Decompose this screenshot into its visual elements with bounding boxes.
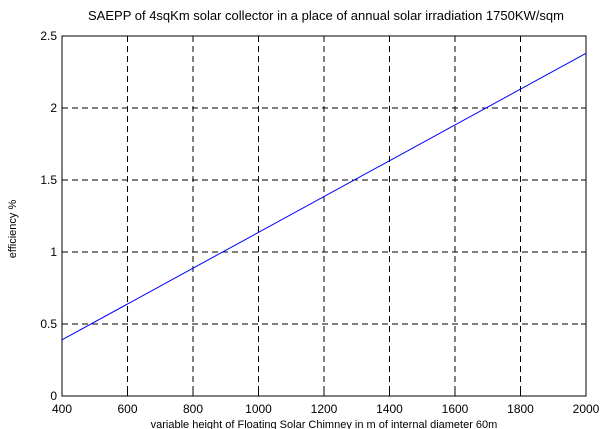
y-tick-label: 1.5 — [40, 173, 57, 187]
x-tick-label: 600 — [117, 402, 137, 416]
y-tick-label: 0.5 — [40, 317, 57, 331]
y-tick-label: 0 — [50, 389, 57, 403]
x-tick-label: 1800 — [507, 402, 534, 416]
x-tick-label: 400 — [52, 402, 72, 416]
series — [61, 52, 587, 341]
grid — [62, 36, 586, 396]
chart-title: SAEPP of 4sqKm solar collector in a plac… — [88, 8, 564, 23]
y-tick-label: 2 — [50, 101, 57, 115]
series-line — [61, 52, 587, 341]
x-axis-label: variable height of Floating Solar Chimne… — [151, 419, 498, 429]
x-tick-label: 1200 — [311, 402, 338, 416]
ticks: 400 600 800 1000 1200 1400 1600 1800 2000 0 0.5 1 1.… — [40, 29, 599, 416]
x-tick-label: 800 — [183, 402, 203, 416]
x-tick-label: 1600 — [442, 402, 469, 416]
y-tick-label: 2.5 — [40, 29, 57, 43]
x-tick-label: 1400 — [376, 402, 403, 416]
x-tick-label: 1000 — [245, 402, 272, 416]
y-tick-label: 1 — [50, 245, 57, 259]
y-axis-label: efficiency % — [7, 200, 19, 259]
x-tick-label: 2000 — [573, 402, 600, 416]
